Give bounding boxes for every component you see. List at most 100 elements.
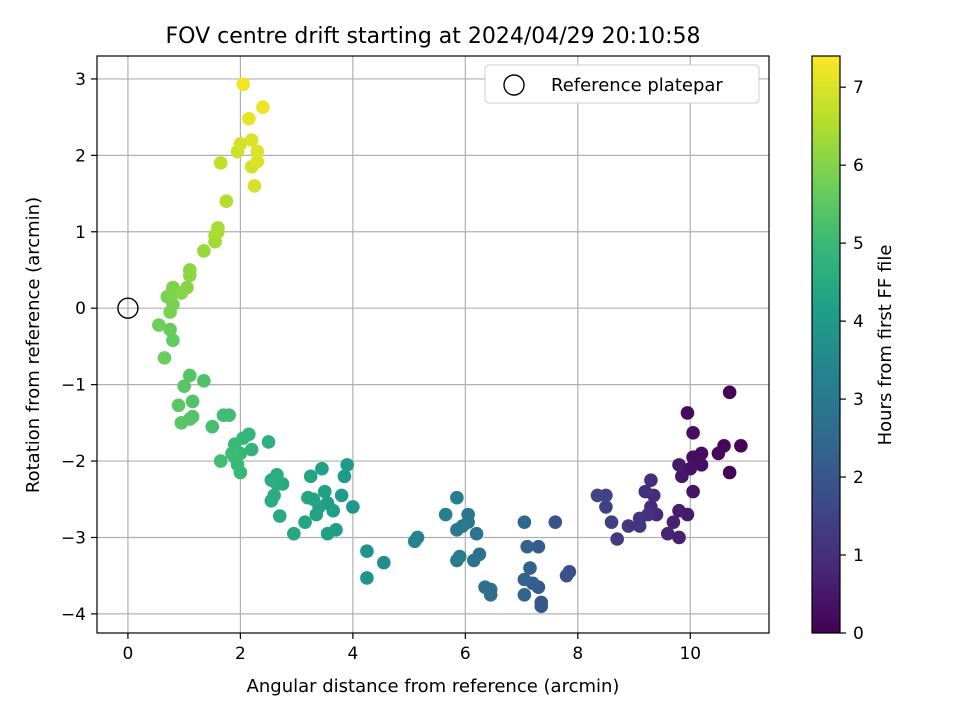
scatter-points <box>152 77 748 614</box>
data-point <box>174 416 189 430</box>
data-point <box>672 503 686 518</box>
data-point <box>478 580 492 594</box>
y-axis-label: Rotation from reference (arcmin) <box>23 197 44 493</box>
y-axis-ticks: −4 −3 −2 −1 0 1 2 3 <box>61 70 97 625</box>
data-point <box>517 587 532 602</box>
y-tick-label: −3 <box>61 528 86 548</box>
data-point <box>244 442 259 457</box>
data-point <box>722 465 737 480</box>
data-point <box>180 280 194 295</box>
data-point <box>250 144 265 159</box>
x-tick-label: 10 <box>679 644 701 664</box>
data-point <box>523 561 537 575</box>
data-point <box>722 385 737 400</box>
data-point <box>438 507 453 522</box>
data-point <box>466 553 481 568</box>
colorbar-tick-label: 7 <box>853 78 864 98</box>
data-point <box>242 111 256 126</box>
y-tick-label: −1 <box>61 376 86 396</box>
legend-entry-reference-platepar: Reference platepar <box>551 75 723 96</box>
data-point <box>205 419 220 434</box>
data-point <box>216 408 231 422</box>
x-tick-label: 8 <box>572 644 583 664</box>
data-point <box>213 156 228 170</box>
data-point <box>264 493 279 508</box>
data-point <box>675 469 689 484</box>
data-point <box>638 484 653 499</box>
data-point <box>346 500 360 514</box>
colorbar-tick-label: 5 <box>853 234 864 254</box>
data-point <box>621 519 636 533</box>
data-point <box>244 133 259 147</box>
data-point <box>672 530 686 545</box>
data-point <box>604 515 619 529</box>
data-point <box>559 568 574 583</box>
data-point <box>680 406 695 420</box>
data-point <box>632 519 647 533</box>
x-tick-label: 0 <box>123 644 134 664</box>
data-point <box>261 435 276 449</box>
data-point <box>469 526 484 541</box>
y-tick-label: 1 <box>75 223 86 243</box>
legend-box <box>484 64 760 104</box>
colorbar-tick-label: 0 <box>853 624 864 644</box>
data-point <box>219 194 234 209</box>
data-point <box>256 100 270 115</box>
data-point <box>225 446 239 461</box>
data-point <box>520 539 534 554</box>
data-point <box>182 263 197 277</box>
data-point <box>590 488 605 503</box>
data-point <box>166 297 180 312</box>
data-point <box>298 515 312 529</box>
y-tick-label: 0 <box>75 299 86 319</box>
data-point <box>301 490 315 505</box>
colorbar-label: Hours from first FF file <box>875 245 896 446</box>
data-point <box>197 374 211 388</box>
y-tick-label: 2 <box>75 146 86 166</box>
colorbar-tick-label: 2 <box>853 468 864 488</box>
data-point <box>213 454 228 468</box>
data-point <box>182 368 197 383</box>
data-point <box>334 488 349 503</box>
colorbar-tick-label: 6 <box>853 156 864 176</box>
data-point <box>686 450 700 465</box>
data-point <box>309 507 324 522</box>
x-axis-ticks: 0 2 4 6 8 10 <box>123 633 701 664</box>
data-point <box>672 458 686 472</box>
x-tick-label: 6 <box>460 644 471 664</box>
data-point <box>534 599 549 614</box>
data-point <box>185 394 200 409</box>
data-point <box>376 555 391 570</box>
data-point <box>152 318 166 332</box>
y-tick-label: −2 <box>61 452 86 472</box>
data-point <box>644 473 658 487</box>
data-point <box>407 534 422 549</box>
y-tick-label: −4 <box>61 605 86 625</box>
data-point <box>303 469 318 484</box>
colorbar-gradient <box>811 55 841 634</box>
data-point <box>531 539 546 554</box>
data-point <box>599 500 613 514</box>
x-tick-label: 4 <box>347 644 358 664</box>
data-point <box>250 154 265 169</box>
data-point <box>711 446 726 461</box>
legend-marker-icon <box>503 74 525 96</box>
data-point <box>452 549 467 564</box>
data-point <box>315 461 329 476</box>
data-point <box>360 544 374 559</box>
data-point <box>517 515 532 529</box>
colorbar-ticks: 0 1 2 3 4 5 6 7 <box>840 78 864 644</box>
data-point <box>264 473 279 487</box>
y-tick-label: 3 <box>75 70 86 90</box>
data-point <box>166 333 180 348</box>
data-point <box>171 398 186 413</box>
data-point <box>320 526 335 541</box>
data-point <box>247 179 262 193</box>
x-axis-label: Angular distance from reference (arcmin) <box>247 676 620 697</box>
legend: Reference platepar <box>484 64 760 104</box>
reference-platepar-marker <box>117 297 139 319</box>
chart-title: FOV centre drift starting at 2024/04/29 … <box>166 24 701 49</box>
x-tick-label: 2 <box>235 644 246 664</box>
plot-frame <box>96 55 770 634</box>
